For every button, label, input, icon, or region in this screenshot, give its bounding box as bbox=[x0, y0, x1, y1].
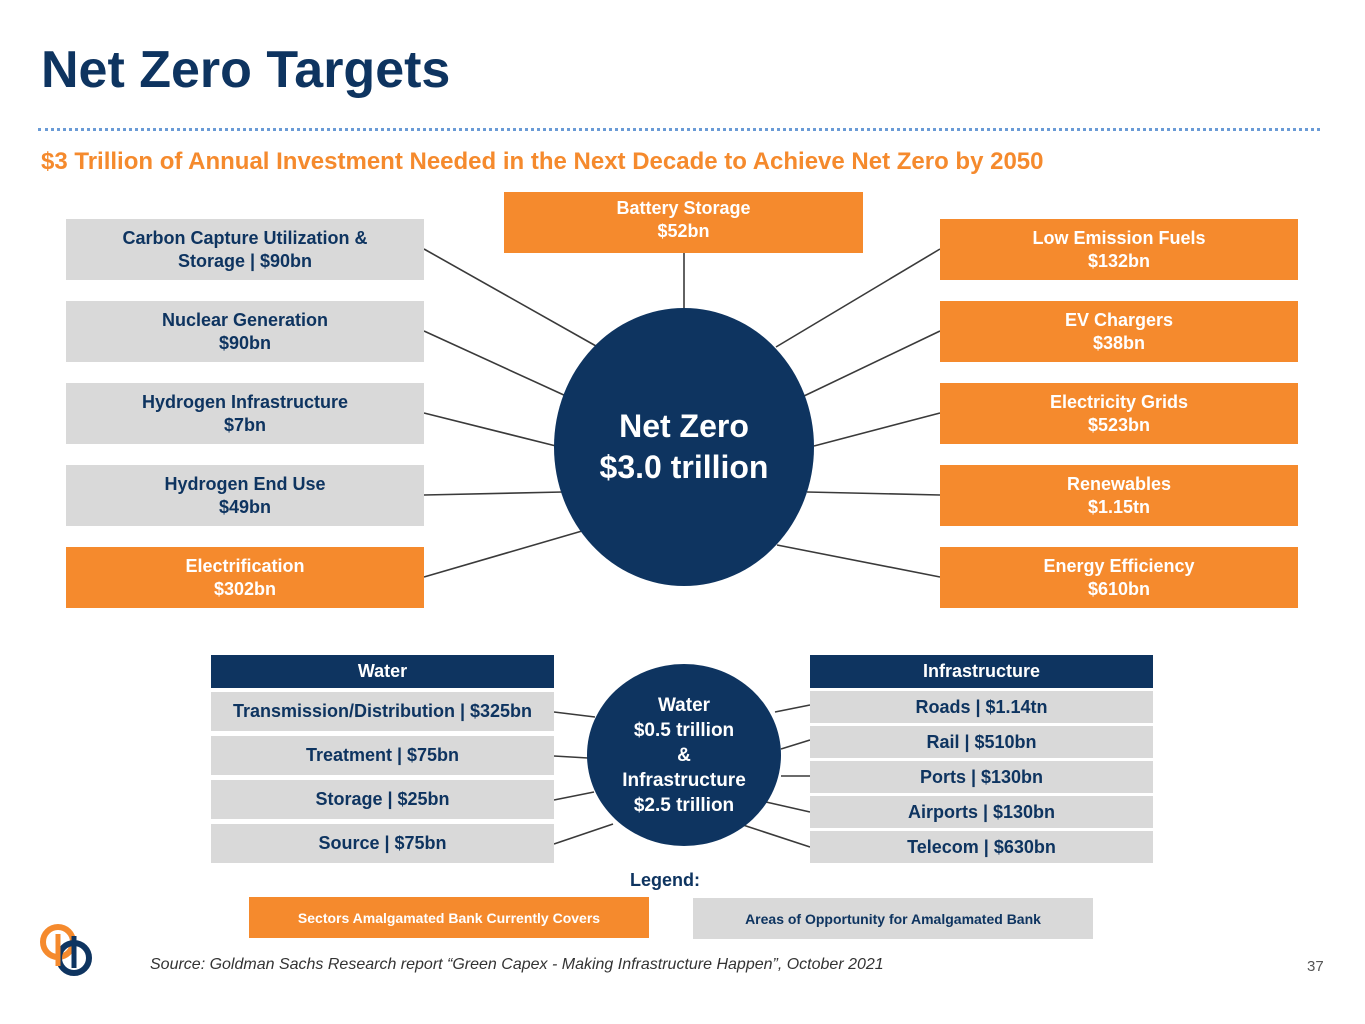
connector-line bbox=[423, 530, 583, 578]
connector-line bbox=[765, 801, 811, 813]
box-value: $52bn bbox=[657, 221, 710, 241]
box-value: $132bn bbox=[1087, 250, 1151, 271]
box-label: Energy Efficiency bbox=[1043, 555, 1195, 576]
connector-line bbox=[423, 491, 564, 496]
box-value: Storage | $90bn bbox=[177, 250, 313, 271]
circle-line: $2.5 trillion bbox=[633, 794, 735, 816]
box-value: $610bn bbox=[1087, 578, 1151, 599]
box-value: $38bn bbox=[1092, 332, 1145, 353]
infrastructure-header: Infrastructure bbox=[810, 655, 1153, 688]
infrastructure-item: Telecom | $630bn bbox=[810, 831, 1153, 863]
box-value: $523bn bbox=[1087, 414, 1151, 435]
circle-line: Water bbox=[657, 694, 711, 716]
box-label: Electricity Grids bbox=[1049, 391, 1189, 412]
connector-line bbox=[813, 412, 941, 447]
infrastructure-item: Ports | $130bn bbox=[810, 761, 1153, 793]
source-citation: Source: Goldman Sachs Research report “G… bbox=[150, 956, 884, 973]
circle-line: & bbox=[677, 744, 691, 766]
box-label: Renewables bbox=[1066, 473, 1172, 494]
left-box-carbon-capture: Carbon Capture Utilization & Storage | $9… bbox=[66, 219, 424, 280]
legend-covered: Sectors Amalgamated Bank Currently Cover… bbox=[249, 897, 649, 938]
water-header: Water bbox=[211, 655, 554, 688]
battery-storage-box: Battery Storage $52bn bbox=[504, 192, 863, 253]
connector-line bbox=[553, 791, 595, 801]
right-box-low-emission-fuels: Low Emission Fuels $132bn bbox=[940, 219, 1298, 280]
right-box-energy-efficiency: Energy Efficiency $610bn bbox=[940, 547, 1298, 608]
dotted-divider bbox=[38, 128, 1320, 131]
box-label: Nuclear Generation bbox=[161, 309, 329, 330]
box-label: Low Emission Fuels bbox=[1032, 227, 1206, 248]
infrastructure-item: Roads | $1.14tn bbox=[810, 691, 1153, 723]
connector-line bbox=[776, 544, 941, 578]
box-value: $7bn bbox=[223, 414, 266, 435]
legend-label: Legend: bbox=[630, 870, 700, 890]
left-box-hydrogen-end-use: Hydrogen End Use $49bn bbox=[66, 465, 424, 526]
box-label: Battery Storage bbox=[616, 198, 751, 218]
left-box-hydrogen-infrastructure: Hydrogen Infrastructure $7bn bbox=[66, 383, 424, 444]
box-label: Hydrogen Infrastructure bbox=[141, 391, 349, 412]
connector-line bbox=[806, 491, 941, 496]
infrastructure-item: Rail | $510bn bbox=[810, 726, 1153, 758]
box-value: $302bn bbox=[213, 578, 277, 599]
connector-line bbox=[553, 711, 596, 718]
box-label: EV Chargers bbox=[1064, 309, 1174, 330]
page-title: Net Zero Targets bbox=[41, 41, 451, 99]
connector-line bbox=[742, 824, 811, 848]
legend-opportunity: Areas of Opportunity for Amalgamated Ban… bbox=[693, 898, 1093, 939]
infrastructure-item: Airports | $130bn bbox=[810, 796, 1153, 828]
bank-logo bbox=[40, 924, 92, 976]
connector-line bbox=[553, 823, 614, 845]
connector-line bbox=[423, 248, 597, 347]
circle-value: $3.0 trillion bbox=[599, 449, 769, 485]
water-item: Transmission/Distribution | $325bn bbox=[211, 692, 554, 731]
connector-line bbox=[553, 755, 589, 759]
box-label: Electrification bbox=[185, 555, 305, 576]
left-box-electrification: Electrification $302bn bbox=[66, 547, 424, 608]
circle-line: $0.5 trillion bbox=[633, 719, 735, 741]
water-infrastructure-circle: Water $0.5 trillion & Infrastructure $2.… bbox=[587, 664, 781, 846]
connector-line bbox=[803, 330, 941, 397]
right-box-renewables: Renewables $1.15tn bbox=[940, 465, 1298, 526]
circle-line: Infrastructure bbox=[622, 769, 746, 791]
page-subtitle: $3 Trillion of Annual Investment Needed … bbox=[41, 148, 1044, 175]
box-value: $49bn bbox=[218, 496, 272, 517]
right-box-electricity-grids: Electricity Grids $523bn bbox=[940, 383, 1298, 444]
circle-title: Net Zero bbox=[619, 408, 749, 444]
connector-line bbox=[423, 412, 557, 447]
connector-line bbox=[775, 248, 941, 348]
connector-line bbox=[774, 704, 811, 713]
right-box-ev-chargers: EV Chargers $38bn bbox=[940, 301, 1298, 362]
connector-line bbox=[780, 739, 811, 750]
page-number: 37 bbox=[1307, 958, 1324, 975]
water-item: Storage | $25bn bbox=[211, 780, 554, 819]
box-label: Hydrogen End Use bbox=[164, 473, 326, 494]
box-value: $1.15tn bbox=[1087, 496, 1151, 517]
connector-line bbox=[423, 330, 567, 397]
left-box-nuclear: Nuclear Generation $90bn bbox=[66, 301, 424, 362]
box-value: $90bn bbox=[218, 332, 272, 353]
water-item: Treatment | $75bn bbox=[211, 736, 554, 775]
box-label: Carbon Capture Utilization & bbox=[122, 227, 368, 248]
water-item: Source | $75bn bbox=[211, 824, 554, 863]
net-zero-circle: Net Zero $3.0 trillion bbox=[554, 308, 814, 586]
